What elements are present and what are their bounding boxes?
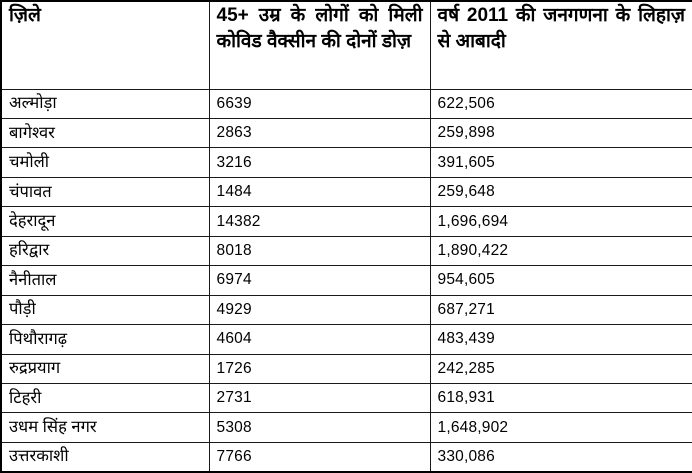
vaccine-dose-cell: 2863	[208, 117, 431, 149]
column-header-vaccine-doses: 45+ उम्र के लोगों को मिली कोविड वैक्सीन …	[208, 0, 431, 90]
column-header-population-2011: वर्ष 2011 की जनगणना के लिहाज़ से आबादी	[429, 0, 692, 90]
population-cell: 1,648,902	[429, 412, 692, 443]
population-cell: 618,931	[429, 383, 692, 414]
table-row: पौड़ी 4929 687,271	[0, 294, 692, 326]
table-row: पिथौरागढ़ 4604 483,439	[0, 324, 692, 355]
table-row: उधम सिंह नगर 5308 1,648,902	[0, 412, 692, 443]
district-cell: नैनीताल	[0, 265, 210, 296]
district-cell: पिथौरागढ़	[0, 324, 210, 355]
vaccine-dose-cell: 14382	[208, 206, 431, 237]
vaccine-dose-cell: 1484	[208, 176, 431, 208]
table-body: अल्मोड़ा 6639 622,506 बागेश्वर 2863 259,898 चम…	[0, 88, 692, 473]
district-cell: टिहरी	[0, 383, 210, 414]
table-header: ज़िले 45+ उम्र के लोगों को मिली कोविड वै…	[0, 0, 692, 90]
table-row: चमोली 3216 391,605	[0, 147, 692, 178]
district-cell: चंपावत	[0, 176, 210, 208]
population-cell: 1,696,694	[429, 206, 692, 237]
district-cell: देहरादून	[0, 206, 210, 237]
table-row: नैनीताल 6974 954,605	[0, 265, 692, 296]
table-row: हरिद्वार 8018 1,890,422	[0, 235, 692, 267]
district-cell: बागेश्वर	[0, 117, 210, 149]
vaccine-dose-cell: 2731	[208, 383, 431, 414]
vaccine-dose-cell: 4604	[208, 324, 431, 355]
table-row: देहरादून 14382 1,696,694	[0, 206, 692, 237]
table-row: चंपावत 1484 259,648	[0, 176, 692, 208]
table-row: रुद्रप्रयाग 1726 242,285	[0, 353, 692, 385]
district-cell: चमोली	[0, 147, 210, 178]
population-cell: 330,086	[429, 441, 692, 473]
vaccine-dose-cell: 6639	[208, 88, 431, 119]
district-cell: पौड़ी	[0, 294, 210, 326]
vaccine-dose-cell: 8018	[208, 235, 431, 267]
header-row: ज़िले 45+ उम्र के लोगों को मिली कोविड वै…	[0, 0, 692, 90]
district-cell: हरिद्वार	[0, 235, 210, 267]
population-cell: 259,648	[429, 176, 692, 208]
population-cell: 242,285	[429, 353, 692, 385]
population-cell: 622,506	[429, 88, 692, 119]
vaccine-dose-cell: 5308	[208, 412, 431, 443]
district-cell: अल्मोड़ा	[0, 88, 210, 119]
column-header-district: ज़िले	[0, 0, 210, 90]
district-cell: उत्तरकाशी	[0, 441, 210, 473]
district-cell: रुद्रप्रयाग	[0, 353, 210, 385]
population-cell: 259,898	[429, 117, 692, 149]
vaccine-dose-cell: 4929	[208, 294, 431, 326]
table-row: टिहरी 2731 618,931	[0, 383, 692, 414]
population-cell: 391,605	[429, 147, 692, 178]
population-cell: 687,271	[429, 294, 692, 326]
vaccine-dose-cell: 3216	[208, 147, 431, 178]
table-row: अल्मोड़ा 6639 622,506	[0, 88, 692, 119]
vaccine-dose-cell: 1726	[208, 353, 431, 385]
population-cell: 483,439	[429, 324, 692, 355]
table-row: उत्तरकाशी 7766 330,086	[0, 441, 692, 473]
population-cell: 1,890,422	[429, 235, 692, 267]
district-cell: उधम सिंह नगर	[0, 412, 210, 443]
population-cell: 954,605	[429, 265, 692, 296]
table-row: बागेश्वर 2863 259,898	[0, 117, 692, 149]
vaccine-dose-cell: 7766	[208, 441, 431, 473]
vaccine-dose-cell: 6974	[208, 265, 431, 296]
